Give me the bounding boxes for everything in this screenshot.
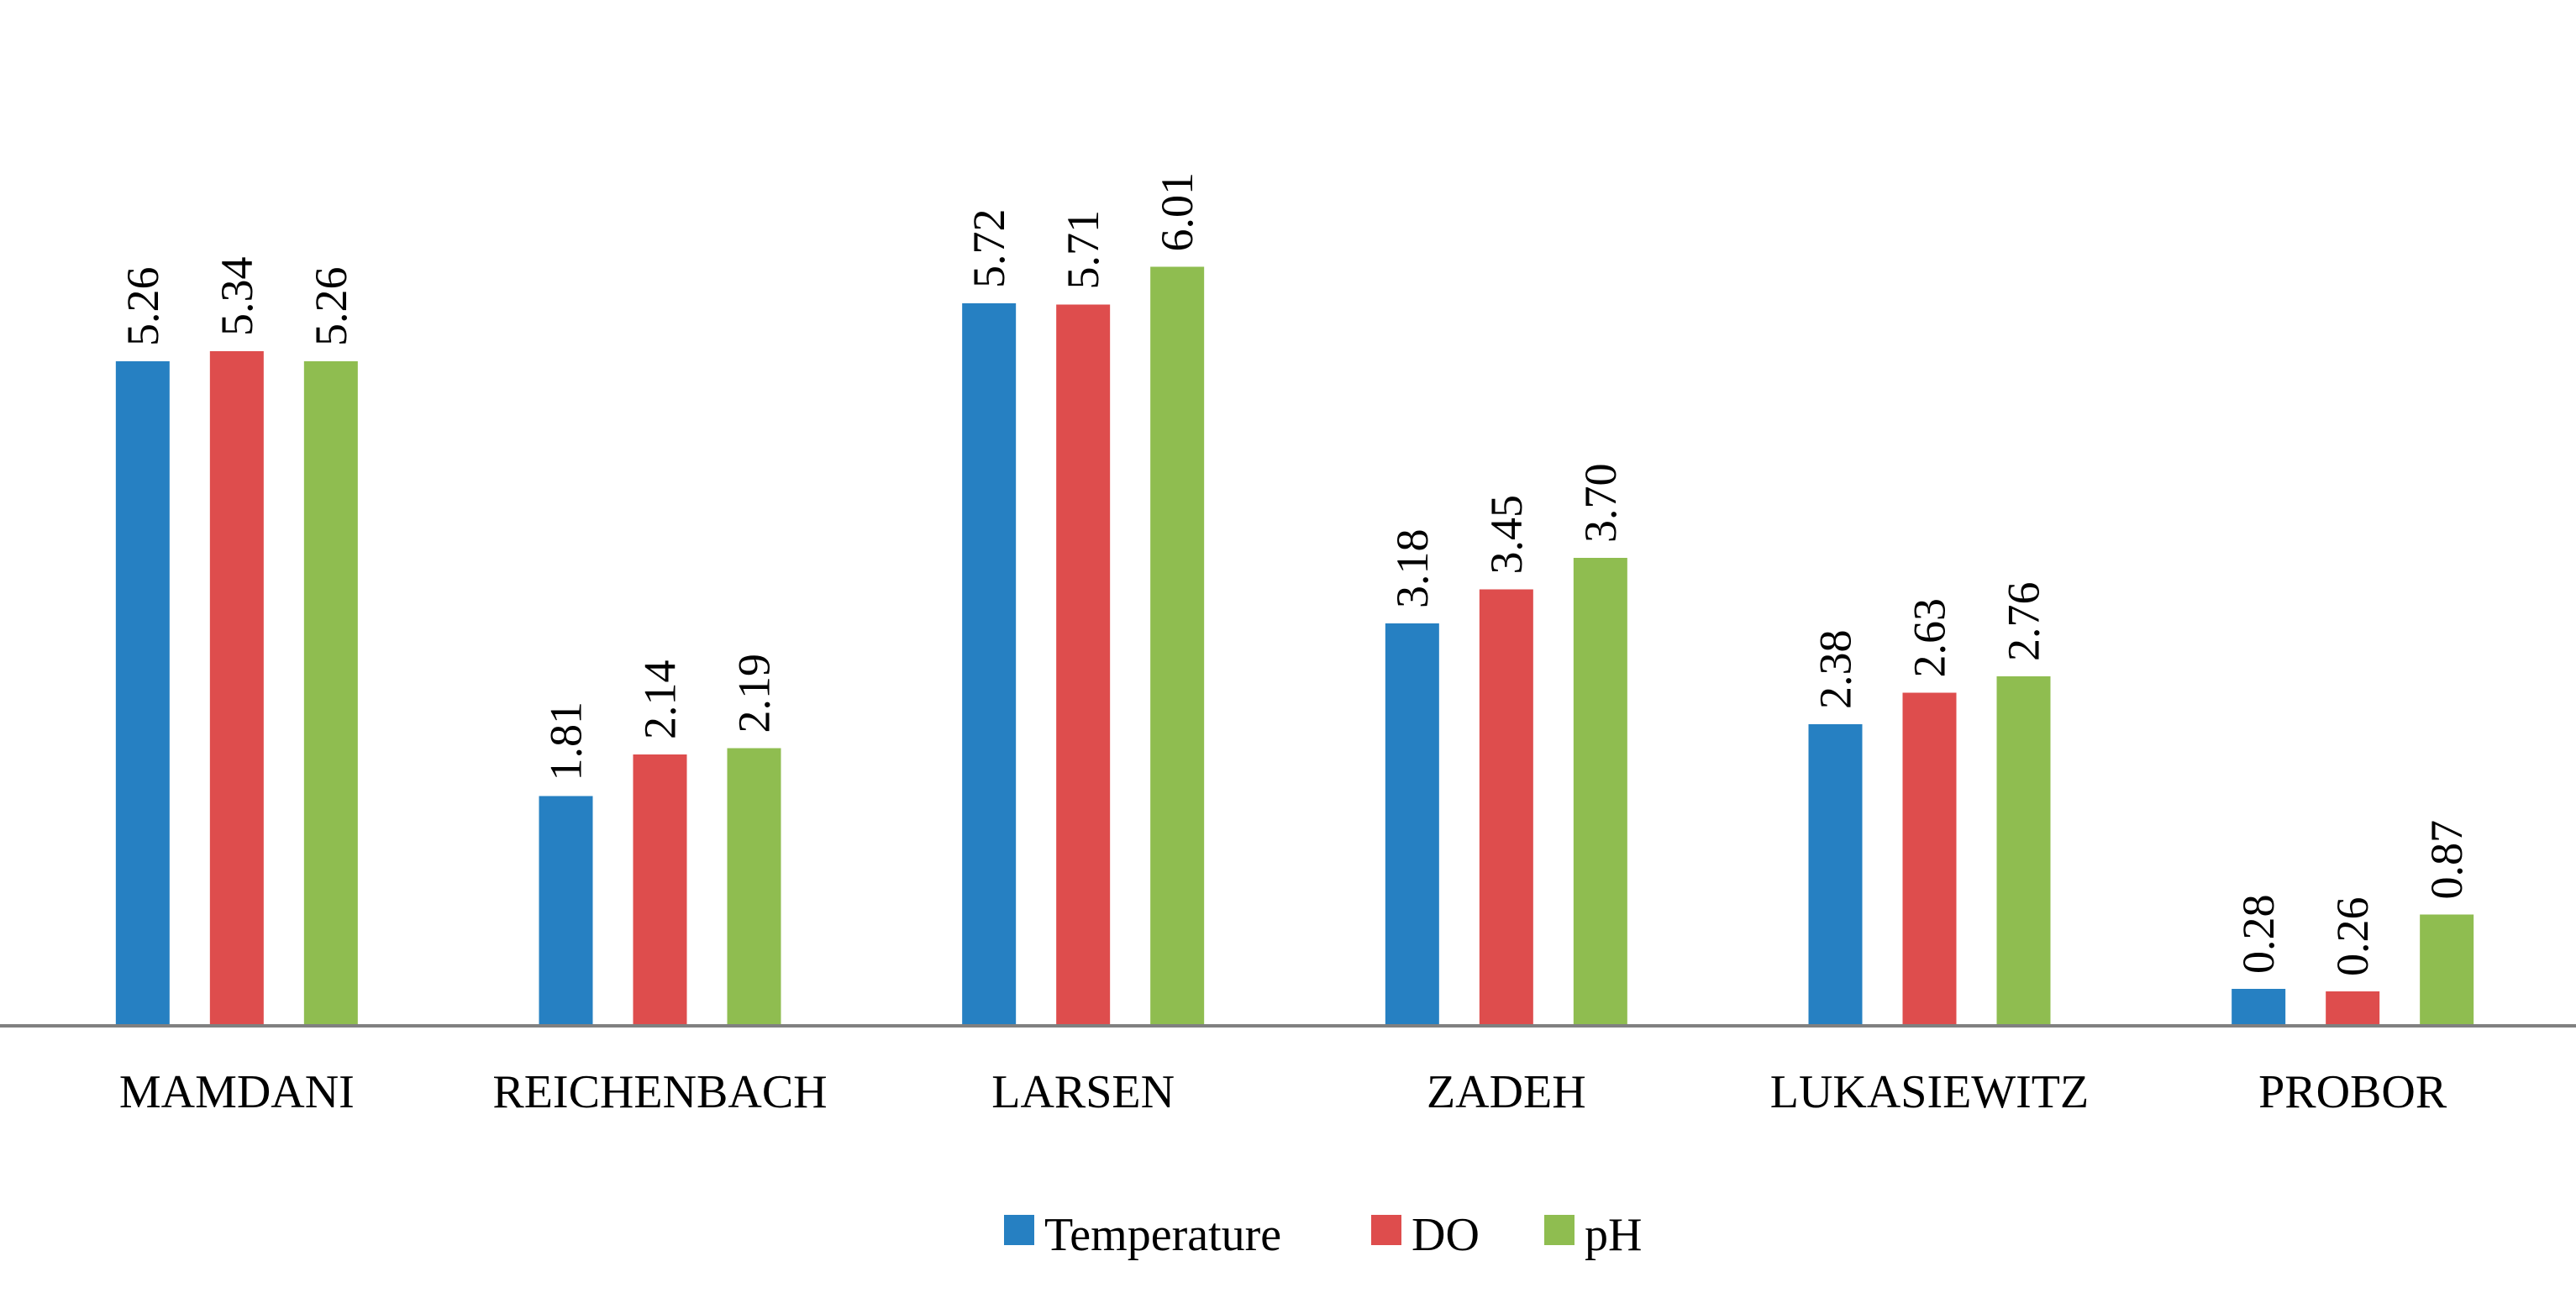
bar-do-probor [2326,991,2380,1024]
data-label-ph-zadeh: 3.70 [1575,464,1626,544]
data-label-do-zadeh: 3.45 [1481,495,1532,575]
bar-do-lukasiewitz [1902,692,1957,1024]
category-label-probor: PROBOR [2258,1066,2447,1118]
bar-ph-zadeh [1573,558,1627,1024]
bar-temperature-mamdani [115,361,170,1024]
bar-do-larsen [1056,304,1111,1024]
data-label-temperature-probor: 0.28 [2233,895,2284,975]
category-label-lukasiewitz: LUKASIEWITZ [1770,1066,2089,1118]
data-label-temperature-reichenbach: 1.81 [541,702,591,781]
data-label-do-probor: 0.26 [2327,897,2378,977]
legend-label-do: DO [1412,1209,1480,1261]
data-labels-group: 5.26 5.34 5.26 1.81 2.14 2.19 5.72 5.71 6.01 3.18… [118,172,2472,976]
bar-temperature-probor [2232,989,2286,1024]
legend-swatch-ph [1544,1215,1575,1245]
legend-label-temperature: Temperature [1044,1209,1281,1261]
data-label-do-mamdani: 5.34 [212,257,262,337]
data-label-temperature-mamdani: 5.26 [118,267,168,347]
data-label-ph-larsen: 6.01 [1152,172,1202,252]
data-label-ph-mamdani: 5.26 [306,267,356,347]
bar-ph-larsen [1150,266,1205,1024]
data-label-temperature-zadeh: 3.18 [1387,529,1438,609]
legend-swatch-temperature [1004,1215,1034,1245]
category-label-larsen: LARSEN [991,1066,1175,1118]
legend-swatch-do [1371,1215,1401,1245]
bar-temperature-zadeh [1385,623,1439,1024]
bar-temperature-lukasiewitz [1808,724,1863,1024]
data-label-temperature-larsen: 5.72 [964,209,1014,289]
data-label-temperature-lukasiewitz: 2.38 [1811,630,1861,710]
bar-temperature-reichenbach [539,796,593,1024]
data-label-do-lukasiewitz: 2.63 [1905,598,1955,678]
bars-group [115,266,2474,1024]
bar-ph-reichenbach [727,748,781,1024]
category-labels-group: MAMDANI REICHENBACH LARSEN ZADEH LUKASIEWITZ… [119,1066,2447,1118]
bar-do-zadeh [1479,589,1533,1024]
data-label-do-reichenbach: 2.14 [635,660,686,740]
category-label-mamdani: MAMDANI [119,1066,355,1118]
bar-ph-lukasiewitz [1996,676,2051,1024]
bar-do-reichenbach [633,754,687,1024]
data-label-ph-lukasiewitz: 2.76 [1999,582,2049,662]
category-label-zadeh: ZADEH [1427,1066,1586,1118]
data-label-ph-probor: 0.87 [2421,820,2472,900]
data-label-ph-reichenbach: 2.19 [729,654,780,733]
category-label-reichenbach: REICHENBACH [492,1066,827,1118]
legend-label-ph: pH [1585,1209,1642,1261]
bar-temperature-larsen [962,303,1017,1024]
bar-ph-probor [2420,914,2474,1024]
legend: Temperature DO pH [1004,1209,1642,1261]
bar-do-mamdani [209,351,264,1024]
data-label-do-larsen: 5.71 [1058,210,1108,290]
bar-ph-mamdani [303,361,358,1024]
